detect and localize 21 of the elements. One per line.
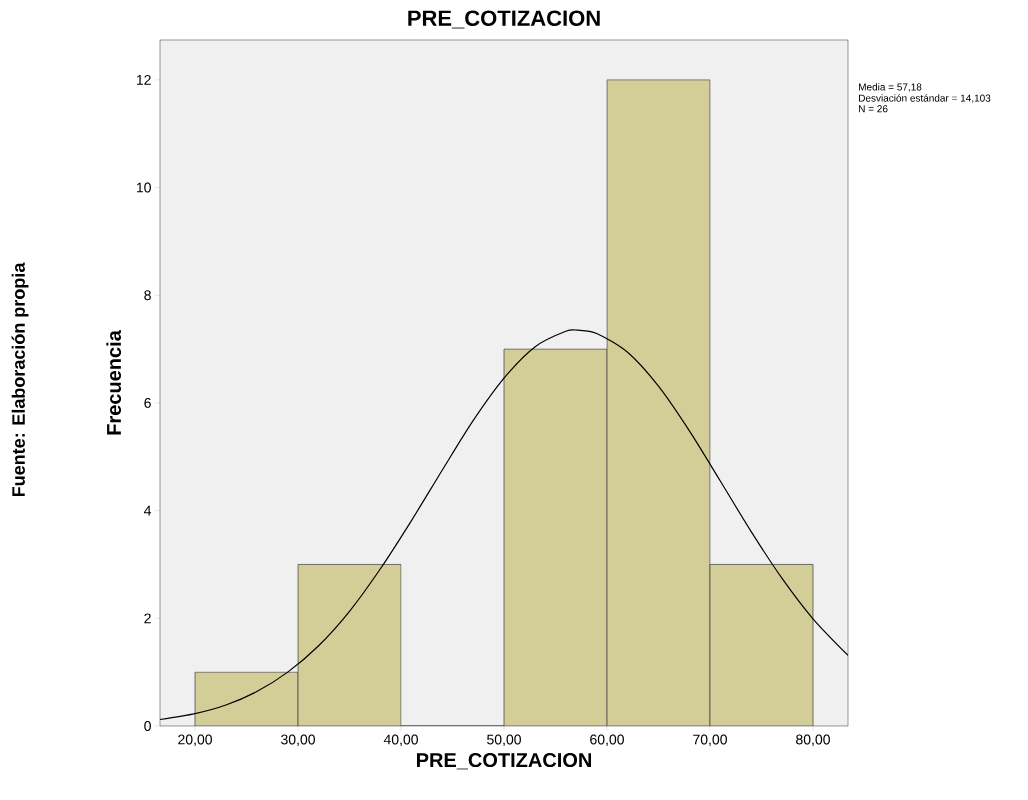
x-axis-title: PRE_COTIZACION xyxy=(417,752,591,770)
x-tick-label: 70,00 xyxy=(693,734,727,747)
x-tick-label: 50,00 xyxy=(487,734,521,747)
text: Media = 57,18 xyxy=(859,83,922,92)
x-tick-label: 20,00 xyxy=(178,734,212,747)
y-tick-label: 10 xyxy=(136,182,151,193)
x-tick-label: 60,00 xyxy=(590,734,624,747)
y-tick-label: 12 xyxy=(136,74,151,85)
x-tick-label: 30,00 xyxy=(281,734,315,747)
text: Desviación estándar = 14,103 xyxy=(859,94,991,103)
y-tick-label: 8 xyxy=(144,290,151,301)
chart-title: PRE_COTIZACION xyxy=(408,10,600,29)
text: N = 26 xyxy=(859,105,888,113)
y-tick-label: 0 xyxy=(144,721,151,731)
x-tick-label: 80,00 xyxy=(796,734,830,747)
y-tick-label: 6 xyxy=(144,397,151,408)
source-note: Fuente: Elaboración propia xyxy=(11,262,29,497)
y-axis-title: Frecuencia xyxy=(106,330,122,435)
y-tick-label: 2 xyxy=(144,613,151,624)
x-tick-label: 40,00 xyxy=(383,734,418,747)
y-tick-label: 4 xyxy=(144,505,152,516)
